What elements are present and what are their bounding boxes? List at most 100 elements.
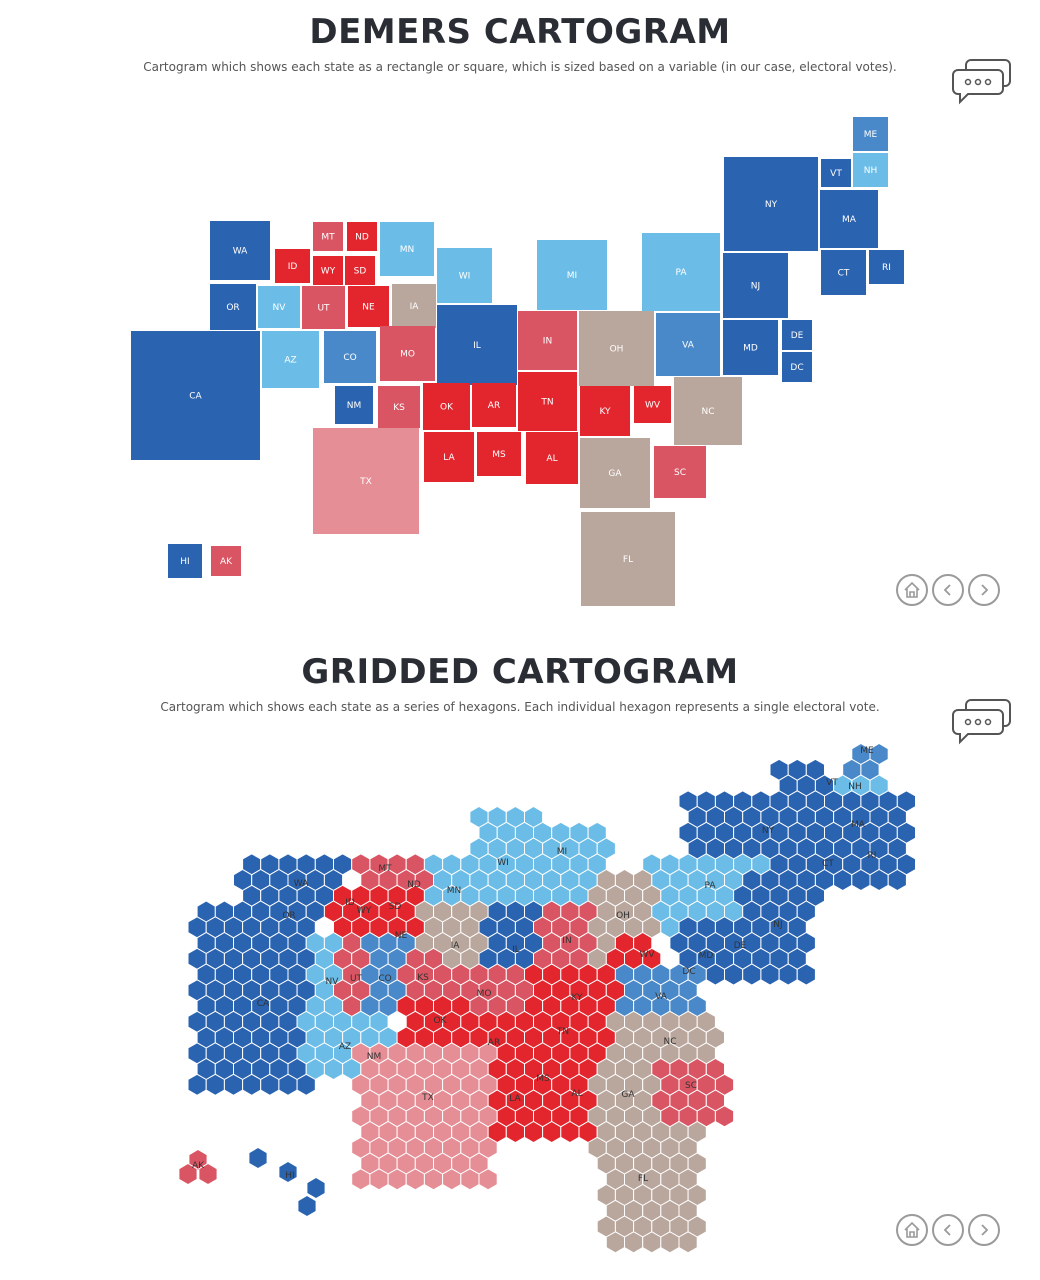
state-la[interactable]: LA <box>424 432 474 482</box>
state-rect[interactable] <box>580 386 630 436</box>
state-rect[interactable] <box>656 313 720 376</box>
electoral-hex[interactable] <box>705 963 725 986</box>
electoral-hex[interactable] <box>869 868 889 892</box>
electoral-hex[interactable] <box>223 1073 244 1096</box>
back-button[interactable] <box>932 574 964 606</box>
electoral-hex[interactable] <box>387 1168 407 1191</box>
state-ky[interactable]: KY <box>580 386 630 436</box>
electoral-hex[interactable] <box>660 1231 680 1254</box>
state-md[interactable]: MD <box>723 320 778 375</box>
state-nh[interactable]: NH <box>853 153 888 187</box>
state-ks[interactable]: KS <box>378 386 420 428</box>
state-rect[interactable] <box>424 432 474 482</box>
state-rect[interactable] <box>302 286 345 329</box>
state-rect[interactable] <box>313 222 343 251</box>
state-rect[interactable] <box>674 377 742 445</box>
electoral-hex[interactable] <box>198 1162 218 1186</box>
state-rect[interactable] <box>313 256 343 285</box>
electoral-hex[interactable] <box>505 1120 525 1144</box>
electoral-hex[interactable] <box>369 1168 389 1191</box>
state-rect[interactable] <box>211 546 241 576</box>
state-mn[interactable]: MN <box>380 222 434 276</box>
electoral-hex[interactable] <box>242 1073 262 1096</box>
electoral-hex[interactable] <box>796 963 816 986</box>
state-vt[interactable]: VT <box>821 159 851 187</box>
state-rect[interactable] <box>262 331 319 388</box>
state-rect[interactable] <box>654 446 706 498</box>
state-rect[interactable] <box>581 512 675 606</box>
state-rect[interactable] <box>210 221 270 280</box>
state-me[interactable]: ME <box>853 117 888 151</box>
state-rect[interactable] <box>168 544 202 578</box>
electoral-hex[interactable] <box>306 1176 326 1200</box>
electoral-hex[interactable] <box>248 1146 268 1170</box>
state-mt[interactable]: MT <box>313 222 343 251</box>
state-rect[interactable] <box>378 386 420 428</box>
state-rect[interactable] <box>821 159 851 187</box>
state-az[interactable]: AZ <box>262 331 319 388</box>
electoral-hex[interactable] <box>724 963 744 986</box>
electoral-hex[interactable] <box>205 1073 225 1096</box>
state-rect[interactable] <box>724 157 818 251</box>
state-rect[interactable] <box>853 117 888 151</box>
state-rect[interactable] <box>579 311 654 386</box>
state-hi[interactable]: HI <box>168 544 202 578</box>
state-rect[interactable] <box>437 248 492 303</box>
state-de[interactable]: DE <box>782 320 812 350</box>
state-tx[interactable]: TX <box>313 428 419 534</box>
state-tn[interactable]: TN <box>518 372 577 431</box>
electoral-hex[interactable] <box>260 1073 280 1096</box>
electoral-hex[interactable] <box>560 1120 580 1144</box>
electoral-hex[interactable] <box>778 963 798 986</box>
electoral-hex[interactable] <box>833 868 853 892</box>
electoral-hex[interactable] <box>442 1168 462 1191</box>
electoral-hex[interactable] <box>642 1231 662 1254</box>
state-ma[interactable]: MA <box>820 190 878 248</box>
state-ut[interactable]: UT <box>302 286 345 329</box>
state-mo[interactable]: MO <box>380 326 435 381</box>
state-ca[interactable]: CA <box>131 331 260 460</box>
state-mi[interactable]: MI <box>537 240 607 310</box>
electoral-hex[interactable] <box>714 1105 735 1128</box>
state-ga[interactable]: GA <box>580 438 650 508</box>
state-rect[interactable] <box>820 190 878 248</box>
forward-button[interactable] <box>968 1214 1000 1246</box>
electoral-hex[interactable] <box>678 1231 698 1254</box>
state-nj[interactable]: NJ <box>723 253 788 318</box>
state-rect[interactable] <box>210 284 256 330</box>
state-rect[interactable] <box>537 240 607 310</box>
electoral-hex[interactable] <box>478 1168 498 1191</box>
state-rect[interactable] <box>258 286 300 328</box>
state-nm[interactable]: NM <box>335 386 373 424</box>
electoral-hex[interactable] <box>405 1168 425 1191</box>
state-il[interactable]: IL <box>437 305 517 385</box>
electoral-hex[interactable] <box>351 1168 371 1191</box>
electoral-hex[interactable] <box>296 1073 316 1096</box>
electoral-hex[interactable] <box>423 1168 444 1191</box>
state-dc[interactable]: DC <box>782 352 812 382</box>
state-ri[interactable]: RI <box>869 250 904 284</box>
state-oh[interactable]: OH <box>579 311 654 386</box>
state-rect[interactable] <box>472 383 516 427</box>
electoral-hex[interactable] <box>460 1168 480 1191</box>
state-ar[interactable]: AR <box>472 383 516 427</box>
state-rect[interactable] <box>526 432 578 484</box>
state-rect[interactable] <box>380 222 434 276</box>
state-rect[interactable] <box>437 305 517 385</box>
state-sc[interactable]: SC <box>654 446 706 498</box>
state-rect[interactable] <box>723 320 778 375</box>
state-wv[interactable]: WV <box>634 386 671 423</box>
comment-icon[interactable] <box>952 698 1012 748</box>
state-rect[interactable] <box>275 249 310 283</box>
state-al[interactable]: AL <box>526 432 578 484</box>
home-button[interactable] <box>896 574 928 606</box>
state-sd[interactable]: SD <box>345 256 375 285</box>
state-fl[interactable]: FL <box>581 512 675 606</box>
state-rect[interactable] <box>348 286 389 327</box>
state-rect[interactable] <box>853 153 888 187</box>
electoral-hex[interactable] <box>542 1120 562 1144</box>
state-nd[interactable]: ND <box>347 222 377 251</box>
state-nc[interactable]: NC <box>674 377 742 445</box>
state-rect[interactable] <box>642 233 720 311</box>
state-rect[interactable] <box>580 438 650 508</box>
